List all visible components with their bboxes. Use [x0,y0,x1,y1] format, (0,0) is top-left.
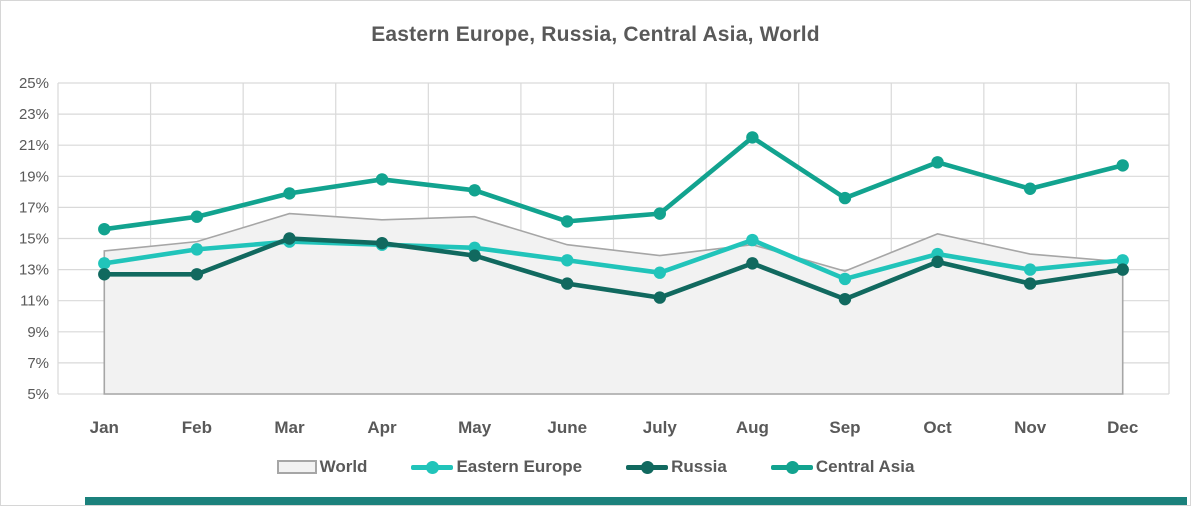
x-tick-label: Oct [923,418,952,437]
series-russia-point [468,249,481,262]
y-tick-label: 15% [19,231,49,248]
series-eastern-europe-point [1116,254,1129,267]
series-russia-point [931,255,944,269]
y-tick-label: 9% [27,324,49,341]
y-axis-labels: 25% 23% 21% 19% 17% 15% 13% 11% 9% 7% 5% [19,75,49,403]
series-central-asia-point [98,222,111,236]
y-tick-label: 11% [20,293,49,310]
series-central-asia-point [468,184,481,197]
x-tick-label: Sep [829,418,860,437]
y-tick-label: 25% [19,75,49,92]
legend-area-swatch-world [276,460,317,474]
series-central-asia-point [653,207,666,220]
legend-label-russia: Russia [671,457,727,476]
series-central-asia-point [375,173,389,186]
x-tick-label: Feb [182,418,212,437]
series-eastern-europe-point [1023,263,1037,276]
series-russia [98,232,1129,306]
series-central-asia-point [283,187,296,200]
legend-item-russia: Russia [626,457,727,477]
series-russia-point [561,277,574,290]
series-central-asia-point [1023,182,1037,195]
series-central-asia-point [838,191,852,205]
x-tick-label: July [643,418,678,437]
chart-canvas: 25% 23% 21% 19% 17% 15% 13% 11% 9% 7% 5% Jan Feb Mar A… [19,75,1170,437]
x-tick-label: Dec [1107,418,1138,437]
series-russia-point [1023,277,1037,290]
x-tick-label: Jan [90,418,119,437]
y-tick-label: 7% [27,355,49,372]
series-eastern-europe-point [653,266,666,279]
x-tick-label: Nov [1014,418,1047,437]
y-tick-label: 23% [19,106,49,123]
series-central-asia-point [561,215,574,228]
y-tick-label: 17% [19,199,49,216]
series-russia-point [838,292,852,306]
legend-line-marker-central-asia [770,460,813,474]
x-tick-label: Aug [736,418,769,437]
x-tick-label: Mar [274,418,305,437]
legend-label-eastern-europe: Eastern Europe [456,457,583,476]
legend-label-world: World [319,457,368,476]
series-eastern-europe-point [838,272,852,286]
series-central-asia-point [1116,159,1129,172]
legend-item-central-asia: Central Asia [770,457,915,477]
x-tick-label: May [458,418,492,437]
series-russia-point [375,236,389,250]
series-russia-point [653,291,666,304]
series-russia-point [746,257,759,270]
y-tick-label: 5% [27,386,49,403]
series-russia-point [190,268,204,281]
legend-item-eastern-europe: Eastern Europe [411,457,582,477]
y-tick-label: 13% [19,262,49,279]
chart-legend: World Eastern Europe Russia Central Asia [1,457,1190,477]
series-central-asia-line [101,135,1126,232]
series-central-asia-point [190,210,204,223]
y-tick-label: 21% [19,137,49,154]
series-russia-line [101,236,1126,302]
y-tick-label: 19% [19,168,49,185]
series-russia-point [1116,263,1129,276]
legend-item-world: World [276,457,368,477]
series-eastern-europe-point [561,254,574,267]
series-russia-point [283,232,296,245]
series-central-asia-point [746,131,759,144]
legend-label-central-asia: Central Asia [815,457,915,476]
x-tick-label: Apr [367,418,397,437]
series-eastern-europe-point [190,243,204,256]
series-eastern-europe-point [746,233,759,247]
legend-line-marker-eastern-europe [411,460,454,474]
x-axis-labels: Jan Feb Mar Apr May June July Aug Sep Oct Nov Dec [90,418,1139,437]
chart-title: Eastern Europe, Russia, Central Asia, Wo… [371,23,820,46]
series-central-asia-point [931,156,944,169]
legend-line-marker-russia [626,460,669,474]
series-eastern-europe-point [98,257,111,270]
series-central-asia [98,131,1129,236]
series-russia-point [98,268,111,281]
x-tick-label: June [547,418,587,437]
bottom-accent-bar [85,497,1187,505]
